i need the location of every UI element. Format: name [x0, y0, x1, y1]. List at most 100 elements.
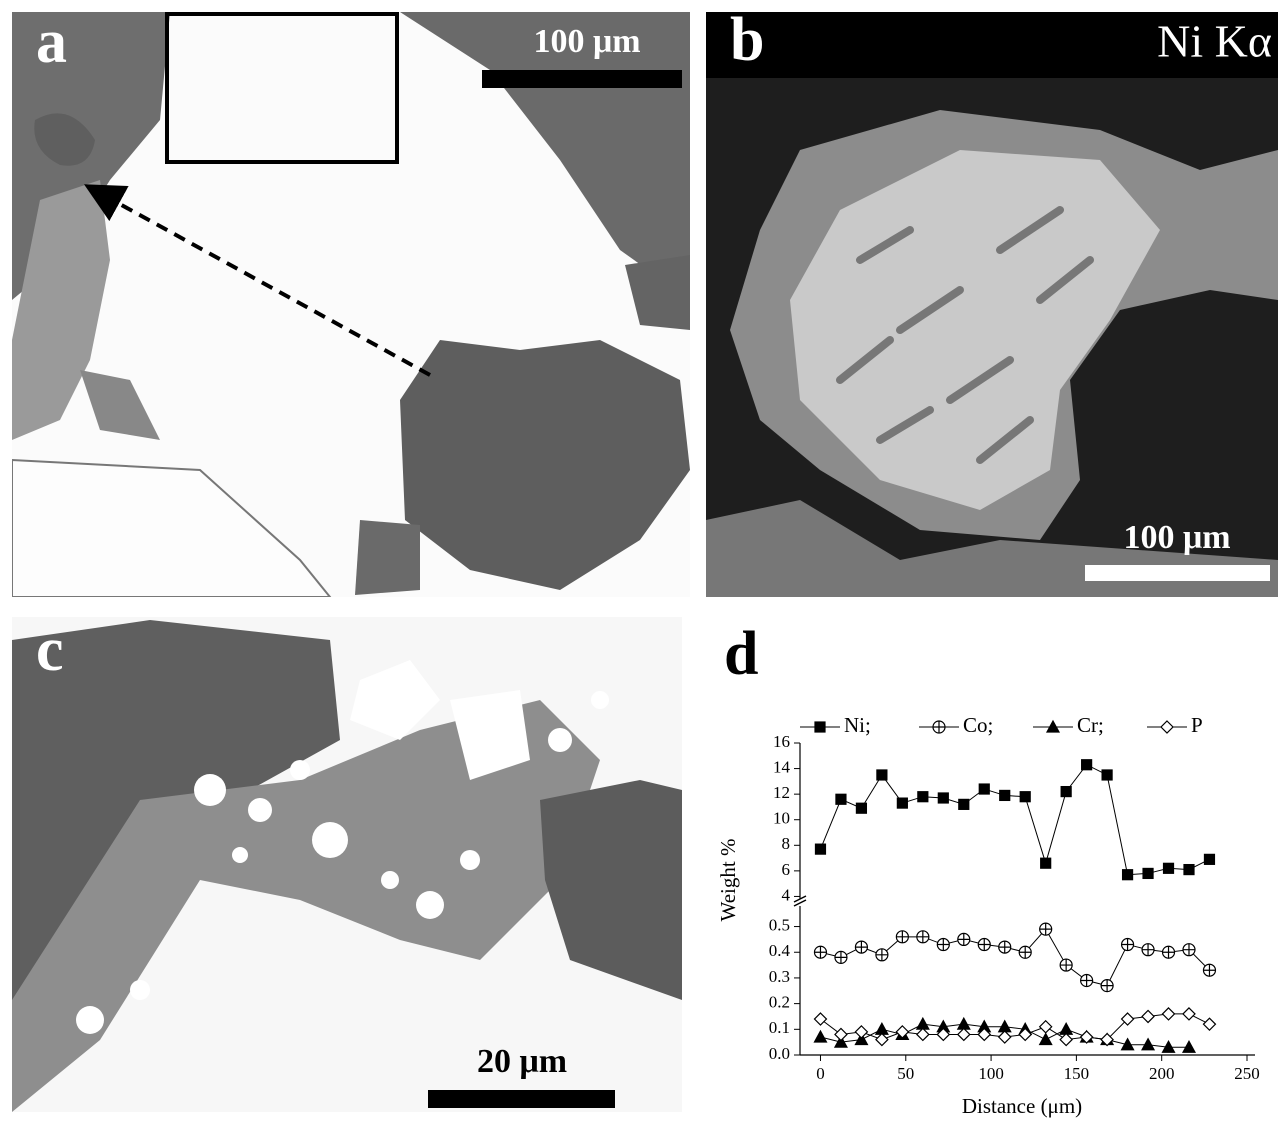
y-tick-label: 0.3: [769, 967, 790, 986]
y-tick-label: 0.4: [769, 941, 791, 960]
y-tick-label: 0.5: [769, 915, 790, 934]
marker: [877, 770, 887, 780]
marker: [1019, 946, 1031, 958]
x-tick-label: 200: [1149, 1064, 1175, 1083]
marker: [1041, 858, 1051, 868]
marker: [958, 933, 970, 945]
marker: [999, 1031, 1011, 1043]
marker: [1101, 980, 1113, 992]
marker: [1082, 760, 1092, 770]
marker: [1203, 964, 1215, 976]
legend-label: Cr;: [1077, 713, 1104, 737]
marker: [1123, 870, 1133, 880]
marker: [1040, 923, 1052, 935]
series-line: [820, 765, 1209, 875]
marker: [1122, 939, 1134, 951]
marker: [1040, 1021, 1052, 1033]
marker: [1183, 944, 1195, 956]
y-tick-label: 4: [782, 885, 791, 904]
legend-label: Ni;: [844, 713, 871, 737]
y-tick-label: 0.1: [769, 1018, 790, 1037]
micrograph-c: [12, 617, 682, 1112]
y-tick-label: 6: [782, 860, 791, 879]
marker: [855, 1026, 867, 1038]
marker: [1040, 1034, 1052, 1045]
legend-marker: [933, 721, 945, 733]
marker: [1143, 868, 1153, 878]
marker: [1163, 946, 1175, 958]
marker: [855, 941, 867, 953]
marker: [959, 799, 969, 809]
marker: [1142, 1010, 1154, 1022]
marker: [876, 1034, 888, 1046]
y-tick-label: 0.2: [769, 993, 790, 1012]
legend-label: P: [1191, 713, 1203, 737]
marker: [876, 949, 888, 961]
marker: [1184, 865, 1194, 875]
y-tick-label: 16: [773, 732, 790, 751]
y-tick-label: 0.0: [769, 1044, 790, 1063]
x-axis-label: Distance (μm): [962, 1094, 1082, 1118]
marker: [1060, 1023, 1072, 1034]
marker: [814, 1013, 826, 1025]
marker: [1183, 1008, 1195, 1020]
marker: [938, 793, 948, 803]
scale-bar-label: 100 μm: [533, 23, 640, 60]
panel-label: d: [724, 620, 758, 688]
line-chart: 0.0 0.1 0.2 0.3 0.4 0.5 4 6 8 10 12 14 16 0 50 100 150 20…: [769, 713, 1260, 1083]
marker: [1060, 1034, 1072, 1046]
marker: [1163, 1008, 1175, 1020]
x-tick-label: 0: [816, 1064, 825, 1083]
marker: [1142, 944, 1154, 956]
marker: [978, 939, 990, 951]
marker: [917, 1018, 929, 1029]
marker: [1081, 975, 1093, 987]
y-tick-label: 12: [773, 783, 790, 802]
marker: [917, 1028, 929, 1040]
marker: [814, 1031, 826, 1042]
marker: [917, 931, 929, 943]
figure: a 100 μm b Ni Kα 100 μm c 20: [0, 0, 1278, 1121]
marker: [999, 941, 1011, 953]
x-tick-label: 250: [1234, 1064, 1260, 1083]
marker: [958, 1018, 970, 1029]
x-tick-label: 150: [1064, 1064, 1090, 1083]
scale-bar-label: 20 μm: [477, 1043, 567, 1080]
marker: [937, 939, 949, 951]
legend-marker: [815, 722, 825, 732]
x-tick-label: 50: [897, 1064, 914, 1083]
micrograph-a: [12, 12, 690, 597]
marker: [876, 1023, 888, 1034]
marker: [835, 1028, 847, 1040]
marker: [836, 794, 846, 804]
scale-bar-label: 100 μm: [1123, 519, 1230, 556]
marker: [1000, 790, 1010, 800]
marker: [1164, 863, 1174, 873]
marker: [979, 784, 989, 794]
marker: [1061, 787, 1071, 797]
marker: [958, 1028, 970, 1040]
y-tick-label: 8: [782, 834, 791, 853]
marker: [1020, 792, 1030, 802]
marker: [1204, 854, 1214, 864]
y-axis-label: Weight %: [716, 839, 740, 922]
marker: [897, 798, 907, 808]
marker: [814, 946, 826, 958]
marker: [856, 803, 866, 813]
micrograph-b: [706, 12, 1278, 597]
panel-label: a: [36, 8, 67, 76]
panel-label: c: [36, 616, 64, 684]
marker: [815, 844, 825, 854]
y-tick-label: 10: [773, 809, 790, 828]
element-label: Ni Kα: [1157, 16, 1272, 67]
marker: [835, 951, 847, 963]
legend-label: Co;: [963, 713, 993, 737]
x-tick-label: 100: [978, 1064, 1004, 1083]
marker: [896, 931, 908, 943]
marker: [1060, 959, 1072, 971]
marker: [1203, 1018, 1215, 1030]
panel-label: b: [730, 6, 764, 74]
legend-marker: [1161, 721, 1173, 733]
marker: [918, 792, 928, 802]
y-tick-label: 14: [773, 757, 791, 776]
